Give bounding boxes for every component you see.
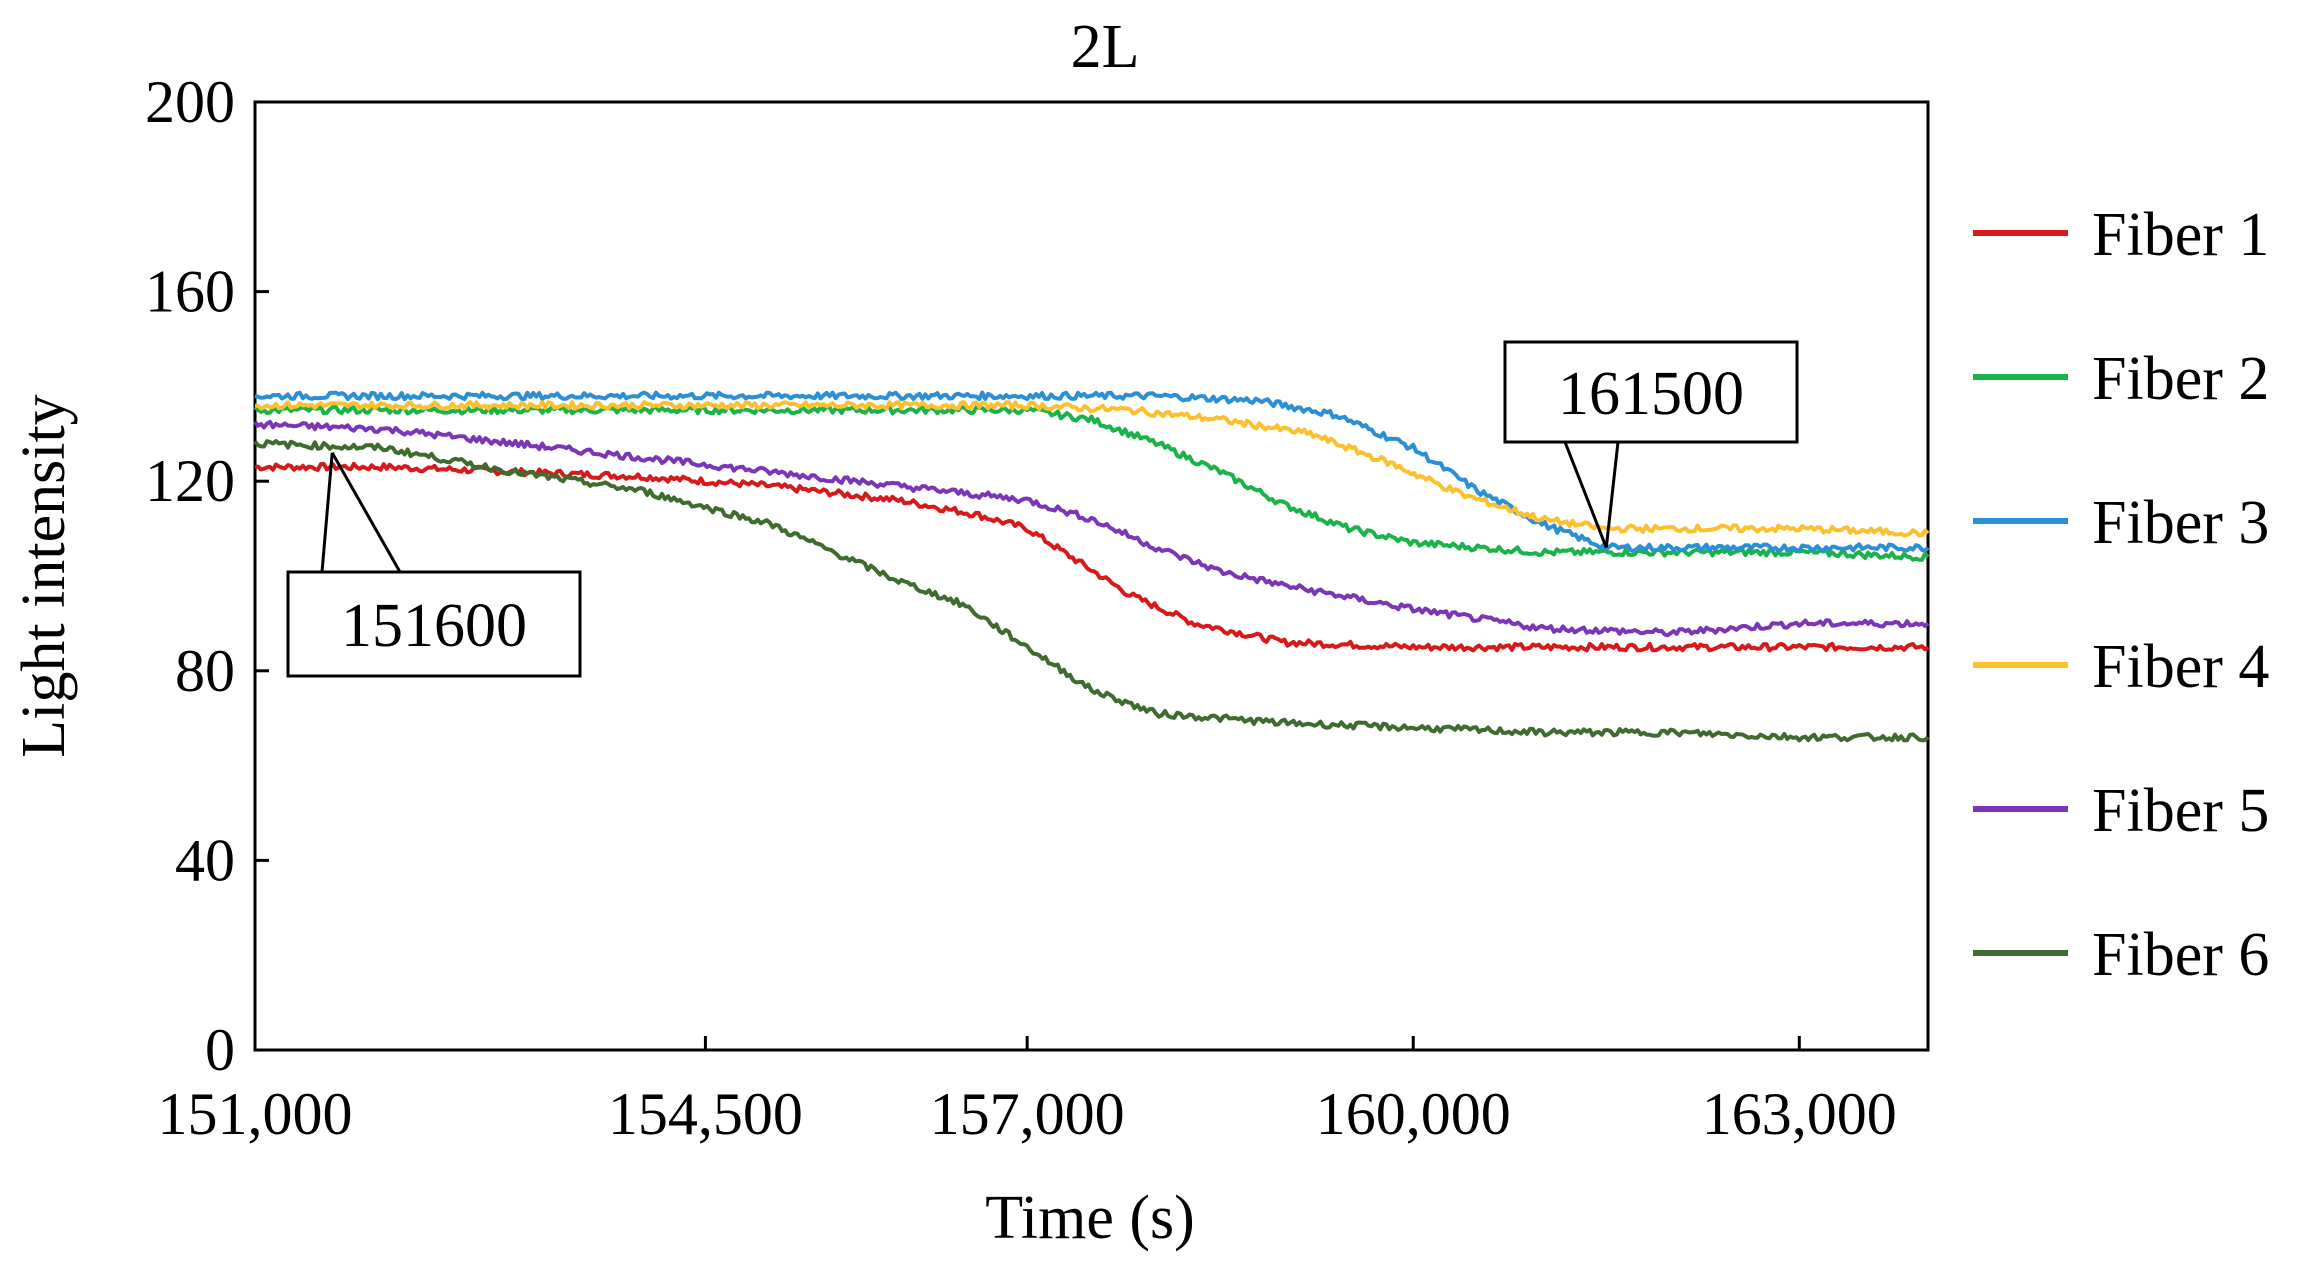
- series-lines: [253, 390, 1930, 743]
- x-axis-label: Time (s): [985, 1184, 1195, 1252]
- annotation-leader-line: [1604, 441, 1620, 548]
- chart-title: 2L: [1071, 13, 1140, 81]
- series-line-fiber-5: [253, 419, 1930, 638]
- y-axis-ticks: 0 40 80 120 160 200: [145, 69, 269, 1083]
- annotation-label: 151600: [341, 592, 527, 660]
- y-axis-label: Light intensity: [10, 394, 78, 757]
- legend-label: Fiber 5: [2092, 777, 2269, 845]
- annotations: 151600 161500: [286, 340, 1799, 678]
- series-line-fiber-3: [254, 390, 1930, 553]
- y-tick-label: 80: [175, 638, 235, 704]
- legend-label: Fiber 3: [2092, 489, 2269, 557]
- x-tick-label: 163,000: [1702, 1081, 1897, 1147]
- annotation-label: 161500: [1558, 360, 1744, 428]
- legend-label: Fiber 4: [2092, 633, 2269, 701]
- y-tick-label: 120: [145, 448, 235, 514]
- legend: Fiber 1 Fiber 2 Fiber 3 Fiber 4 Fiber 5 Fiber…: [1973, 201, 2269, 989]
- y-tick-label: 40: [175, 827, 235, 893]
- x-tick-label: 157,000: [930, 1081, 1125, 1147]
- annotation-leader-line: [1563, 441, 1608, 549]
- plot-area-frame: [253, 100, 1930, 1052]
- x-tick-label: 160,000: [1316, 1081, 1511, 1147]
- series-line-fiber-2: [253, 404, 1930, 562]
- y-tick-label: 200: [145, 69, 235, 135]
- legend-label: Fiber 6: [2092, 921, 2269, 989]
- annotation-leader-line: [330, 452, 402, 573]
- y-tick-label: 0: [205, 1017, 235, 1083]
- y-tick-label: 160: [145, 259, 235, 325]
- annotation-box: [286, 570, 582, 678]
- x-tick-label: 151,000: [158, 1081, 353, 1147]
- legend-label: Fiber 1: [2092, 201, 2269, 269]
- series-line-fiber-6: [253, 439, 1930, 743]
- x-tick-label: 154,500: [608, 1081, 803, 1147]
- annotation-box: [1503, 340, 1799, 444]
- x-axis-ticks: 151,000 154,500 157,000 160,000 163,000: [158, 1036, 1897, 1147]
- legend-label: Fiber 2: [2092, 345, 2269, 413]
- series-line-fiber-4: [254, 400, 1930, 538]
- annotation-leader-line: [320, 452, 334, 573]
